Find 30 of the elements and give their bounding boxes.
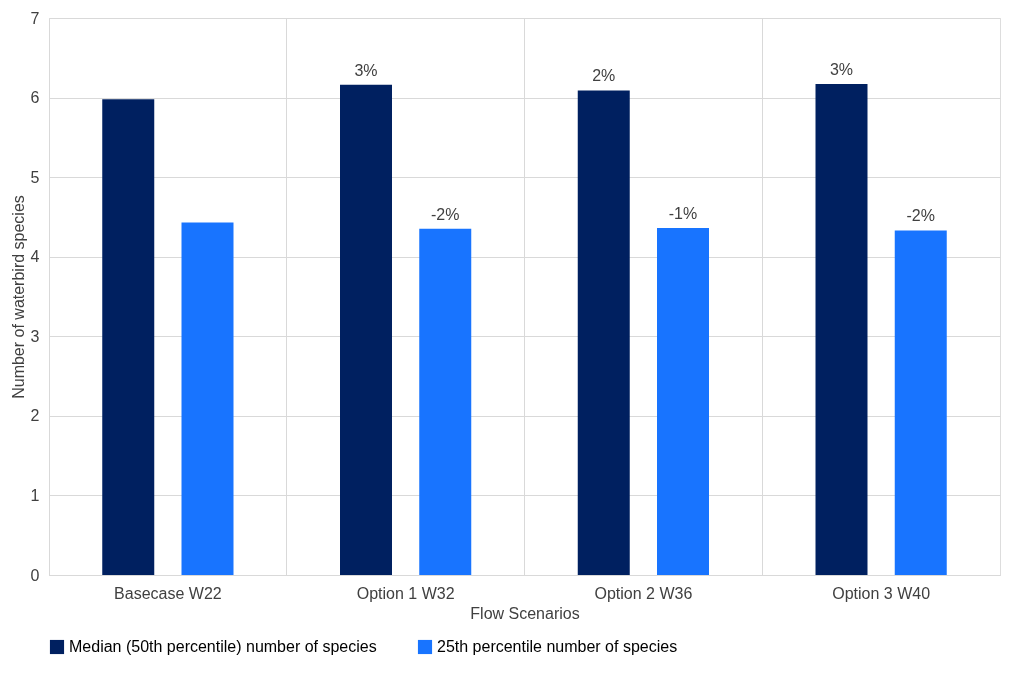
y-axis-title: Number of waterbird species [9,195,27,399]
legend-label: Median (50th percentile) number of species [69,638,377,655]
bar [340,84,392,575]
x-tick-label: Option 3 W40 [832,584,931,602]
y-tick-label: 5 [30,168,40,186]
bar [419,228,472,575]
y-tick-label: 7 [30,9,40,27]
bar [657,228,709,575]
bar [577,90,630,575]
x-axis-title: Flow Scenarios [470,604,580,622]
x-tick-label: Option 1 W32 [356,584,455,602]
annotation: -1% [668,205,698,223]
x-tick-label: Basecase W22 [114,584,222,602]
y-tick-label: 2 [30,407,40,425]
bar [102,99,155,575]
annotation: 2% [592,67,616,85]
bar [815,84,868,575]
bar [181,222,234,575]
legend-label: 25th percentile number of species [437,638,678,655]
y-tick-label: 0 [30,566,40,584]
x-tick-label: Option 2 W36 [594,584,693,602]
y-tick-label: 3 [30,327,40,345]
annotation: 3% [829,61,854,79]
bar [894,230,947,575]
annotation: -2% [431,205,460,223]
y-tick-label: 1 [30,486,40,504]
annotation: 3% [354,61,378,79]
annotation: -2% [906,207,935,225]
y-tick-label: 4 [30,248,40,266]
y-tick-label: 6 [30,89,40,107]
